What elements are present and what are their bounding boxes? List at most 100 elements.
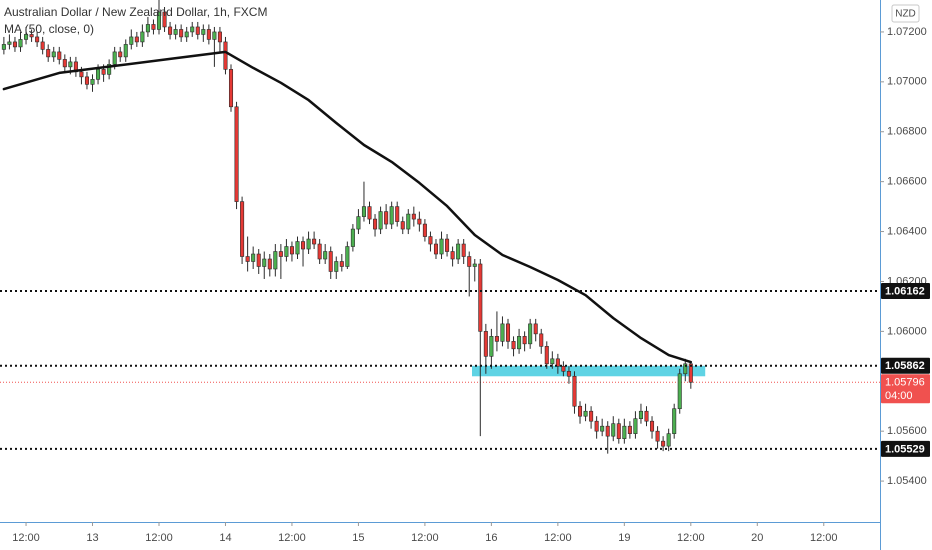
support-zone [471,365,706,377]
ma-legend: MA (50, close, 0) [4,22,94,36]
candle-body [544,346,549,365]
candle-body [655,430,660,442]
candle-body [129,36,134,45]
candle-body [483,331,488,357]
candle-body [533,323,538,335]
candle-body [406,213,411,230]
candle-body [217,31,222,43]
candle-body [472,263,477,267]
candle-body [572,375,577,407]
level-price-label: 1.06162 [885,285,925,297]
candle-body [389,206,394,225]
candle-body [101,69,106,75]
x-tick-label: 12:00 [677,532,705,544]
candle-body [234,106,239,202]
candle-body [666,433,671,447]
x-tick-label: 12:00 [810,532,838,544]
candle-body [433,243,439,255]
candle-body [195,26,200,35]
candle-body [661,440,666,447]
candle-body [517,336,522,350]
x-tick-label: 12:00 [12,532,40,544]
candle-body [672,408,677,434]
candle-body [411,213,416,220]
candle-body [450,251,455,260]
currency-button[interactable] [891,4,920,23]
candle-body [445,238,450,252]
level-price-box [881,440,930,457]
y-tick-label: 1.06800 [887,126,927,138]
candle-body [134,36,139,43]
candle-body [622,425,627,439]
candle-body [57,51,62,60]
candle-body [212,31,217,40]
level-price-box [881,357,930,374]
candle-body [361,206,366,217]
candle-body [206,29,211,40]
candle-body [500,323,505,342]
candle-body [688,363,693,383]
candle-body [289,246,294,255]
candle-body [339,261,344,267]
candle-body [295,241,300,255]
candle-body [334,261,339,272]
level-price-label: 1.05862 [885,360,925,372]
overlay [0,50,880,450]
candle-body [223,41,228,70]
candle-body [301,241,306,250]
candle-body [683,363,688,375]
candle-body [367,206,372,220]
candle-body [378,211,383,230]
candle-body [356,216,361,230]
candle-body [456,243,461,260]
candle-body [68,61,73,68]
candle-body [528,323,533,345]
candle-body [677,373,682,410]
candle-body [112,51,117,65]
candle-body [201,29,206,35]
candle-body [46,49,51,58]
x-tick-label: 12:00 [544,532,572,544]
candle-body [118,51,123,58]
ma-line [2,50,693,364]
candle-body [1,44,6,50]
currency-label[interactable]: NZD [895,9,916,20]
x-tick-label: 12:00 [278,532,306,544]
candle-body [151,24,156,30]
x-tick-label: 20 [751,532,763,544]
chart-title: Australian Dollar / New Zealand Dollar, … [4,5,267,19]
candle-body [350,228,355,247]
candle-body [84,76,89,85]
candle-body [511,341,516,350]
candle-body [35,36,40,43]
candle-body [589,410,594,422]
x-tick-label: 15 [352,532,364,544]
candle-body [24,34,29,40]
candle-body [123,44,128,58]
candle-body [417,218,422,225]
y-tick-label: 1.07200 [887,26,927,38]
candle-body [627,425,632,434]
candle-body [638,410,643,419]
candle-body [583,410,588,417]
current-price-label: 1.05796 [885,377,925,389]
candle-body [179,29,184,38]
candle-body [489,336,494,357]
candle-body [600,425,605,432]
x-tick-label: 12:00 [411,532,439,544]
candle-body [12,41,17,48]
candle-body [312,238,317,245]
candle-body [262,258,267,267]
candle-body [29,34,34,38]
candle-body [395,206,400,222]
candle-body [539,333,544,347]
candle-body [461,243,466,257]
candle-body [107,64,112,75]
candle-body [273,251,278,270]
current-price-box [881,374,930,404]
candle-body [650,420,655,432]
candle-body [145,24,150,33]
candle-body [478,263,483,332]
x-tick-label: 19 [618,532,630,544]
